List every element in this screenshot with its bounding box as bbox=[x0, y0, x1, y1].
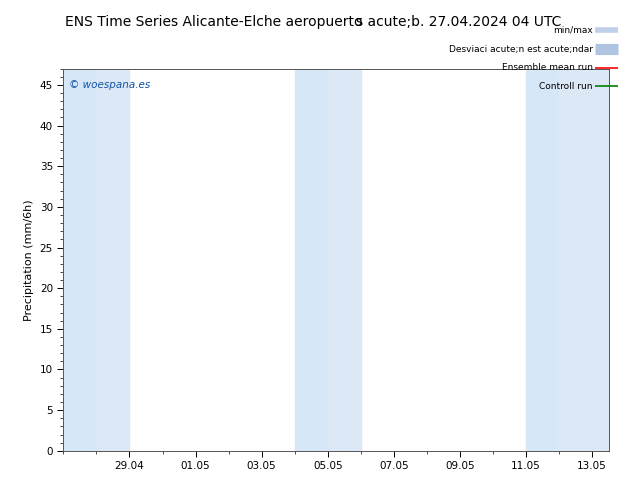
Bar bbox=[295, 69, 328, 451]
Bar bbox=[526, 69, 559, 451]
Text: Desviaci acute;n est acute;ndar: Desviaci acute;n est acute;ndar bbox=[449, 45, 593, 53]
Bar bbox=[328, 69, 361, 451]
Text: © woespana.es: © woespana.es bbox=[69, 80, 150, 90]
Y-axis label: Precipitation (mm/6h): Precipitation (mm/6h) bbox=[24, 199, 34, 320]
Bar bbox=[96, 69, 129, 451]
Text: ENS Time Series Alicante-Elche aeropuerto: ENS Time Series Alicante-Elche aeropuert… bbox=[65, 15, 362, 29]
Bar bbox=[63, 69, 96, 451]
Bar bbox=[559, 69, 609, 451]
Text: s acute;b. 27.04.2024 04 UTC: s acute;b. 27.04.2024 04 UTC bbox=[356, 15, 561, 29]
Text: Ensemble mean run: Ensemble mean run bbox=[501, 63, 593, 72]
Text: min/max: min/max bbox=[553, 26, 593, 35]
Text: Controll run: Controll run bbox=[540, 82, 593, 91]
